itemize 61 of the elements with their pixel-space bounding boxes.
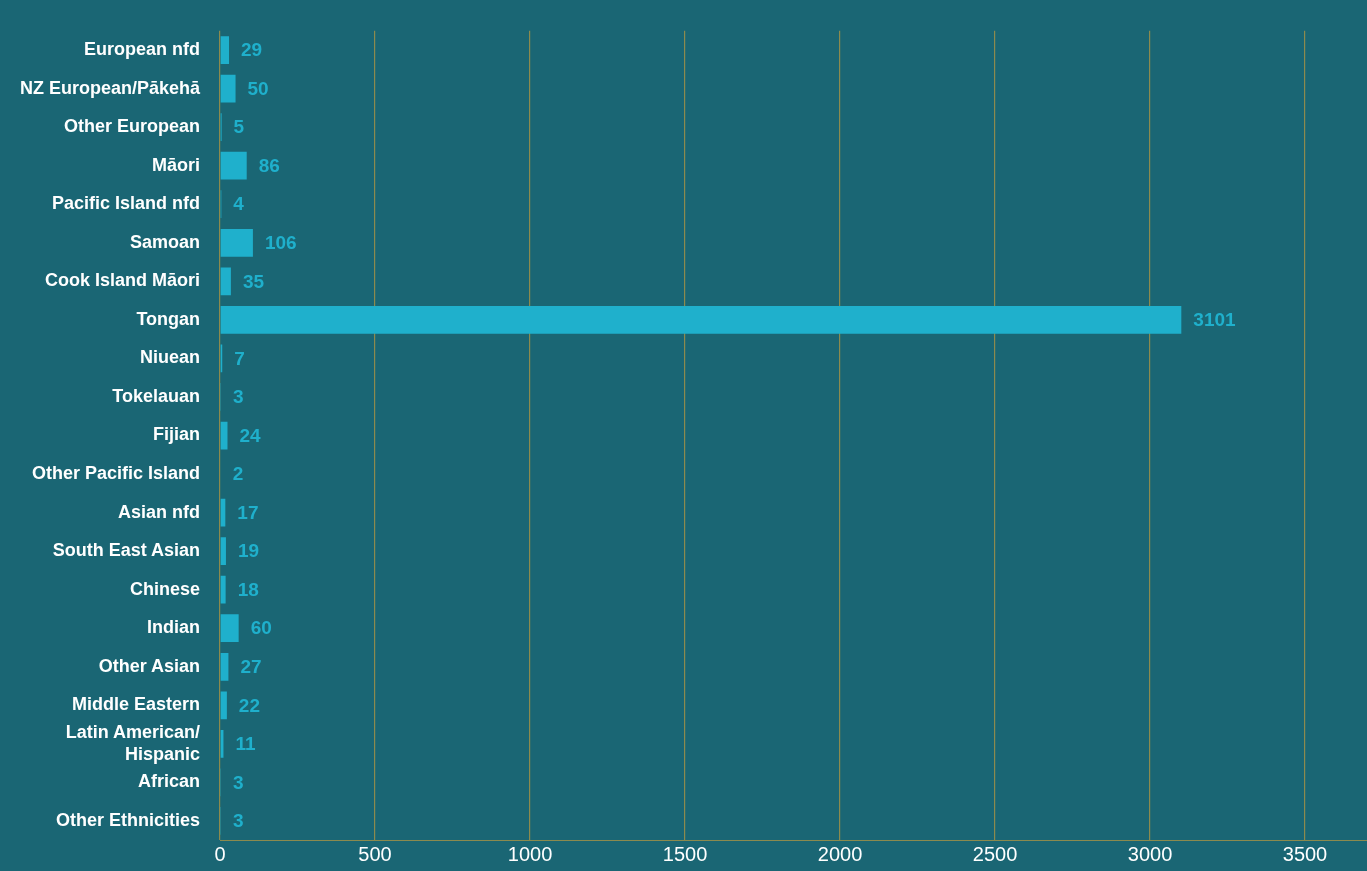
y-tick-label: Asian nfd [118, 501, 201, 522]
data-label: 24 [239, 424, 262, 446]
data-label: 86 [258, 154, 280, 176]
data-label: 29 [241, 39, 263, 61]
data-label: 60 [250, 617, 272, 639]
data-label: 18 [237, 578, 259, 600]
bar [220, 691, 227, 720]
y-tick-label: Fijian [153, 424, 201, 445]
bar [220, 74, 236, 103]
data-label: 19 [237, 540, 260, 562]
x-tick-label: 3000 [1127, 842, 1173, 865]
y-tick-label: Other Asian [98, 655, 201, 676]
bar [220, 575, 226, 604]
y-tick-label: NZ European/Pākehā [19, 77, 202, 98]
y-tick-label: Other Ethnicities [56, 809, 201, 830]
data-label: 4 [233, 193, 245, 215]
data-label: 27 [240, 655, 262, 677]
x-tick-label: 3500 [1282, 842, 1328, 865]
bar [220, 228, 253, 257]
data-label: 5 [233, 116, 245, 138]
y-tick-label: African [138, 771, 201, 792]
x-tick-label: 0 [214, 842, 226, 865]
x-tick-label: 2500 [972, 842, 1018, 865]
x-tick-label: 1000 [507, 842, 553, 865]
data-label: 22 [238, 694, 261, 716]
y-tick-label: Tongan [136, 308, 201, 329]
data-label: 3 [232, 386, 244, 408]
data-label: 50 [247, 77, 269, 99]
data-label: 2 [232, 463, 244, 485]
x-tick-label: 2000 [817, 842, 863, 865]
x-tick-label: 500 [358, 842, 392, 865]
y-tick-label: Tokelauan [112, 385, 201, 406]
bar [220, 36, 230, 64]
bar [220, 614, 239, 643]
bar [220, 652, 229, 681]
bar [220, 267, 231, 296]
data-label: 106 [264, 232, 297, 254]
y-tick-label: Indian [147, 617, 201, 638]
y-tick-label: Middle Eastern [72, 694, 201, 715]
y-tick-label: Niuean [140, 347, 201, 368]
y-tick-label: South East Asian [52, 540, 201, 561]
data-label: 3 [232, 810, 244, 832]
y-tick-label: Other Pacific Island [31, 463, 201, 484]
data-label: 3101 [1193, 309, 1237, 331]
y-tick-label: Samoan [130, 231, 201, 252]
x-tick-label: 1500 [662, 842, 708, 865]
data-label: 35 [242, 270, 265, 292]
y-tick-label: Pacific Island nfd [52, 193, 201, 214]
y-tick-label: Māori [152, 154, 201, 175]
data-label: 7 [234, 347, 245, 369]
y-tick-label: European nfd [84, 39, 201, 60]
data-label: 17 [237, 501, 259, 523]
y-tick-label: Other European [64, 116, 201, 137]
data-label: 11 [235, 733, 256, 755]
y-tick-label: Cook Island Māori [45, 270, 201, 291]
data-label: 3 [232, 771, 244, 793]
bar [220, 306, 1182, 334]
y-tick-label: Latin American/ Hispanic [65, 722, 201, 764]
y-tick-label: Chinese [130, 578, 201, 599]
bar [220, 537, 226, 565]
bar [220, 151, 247, 180]
